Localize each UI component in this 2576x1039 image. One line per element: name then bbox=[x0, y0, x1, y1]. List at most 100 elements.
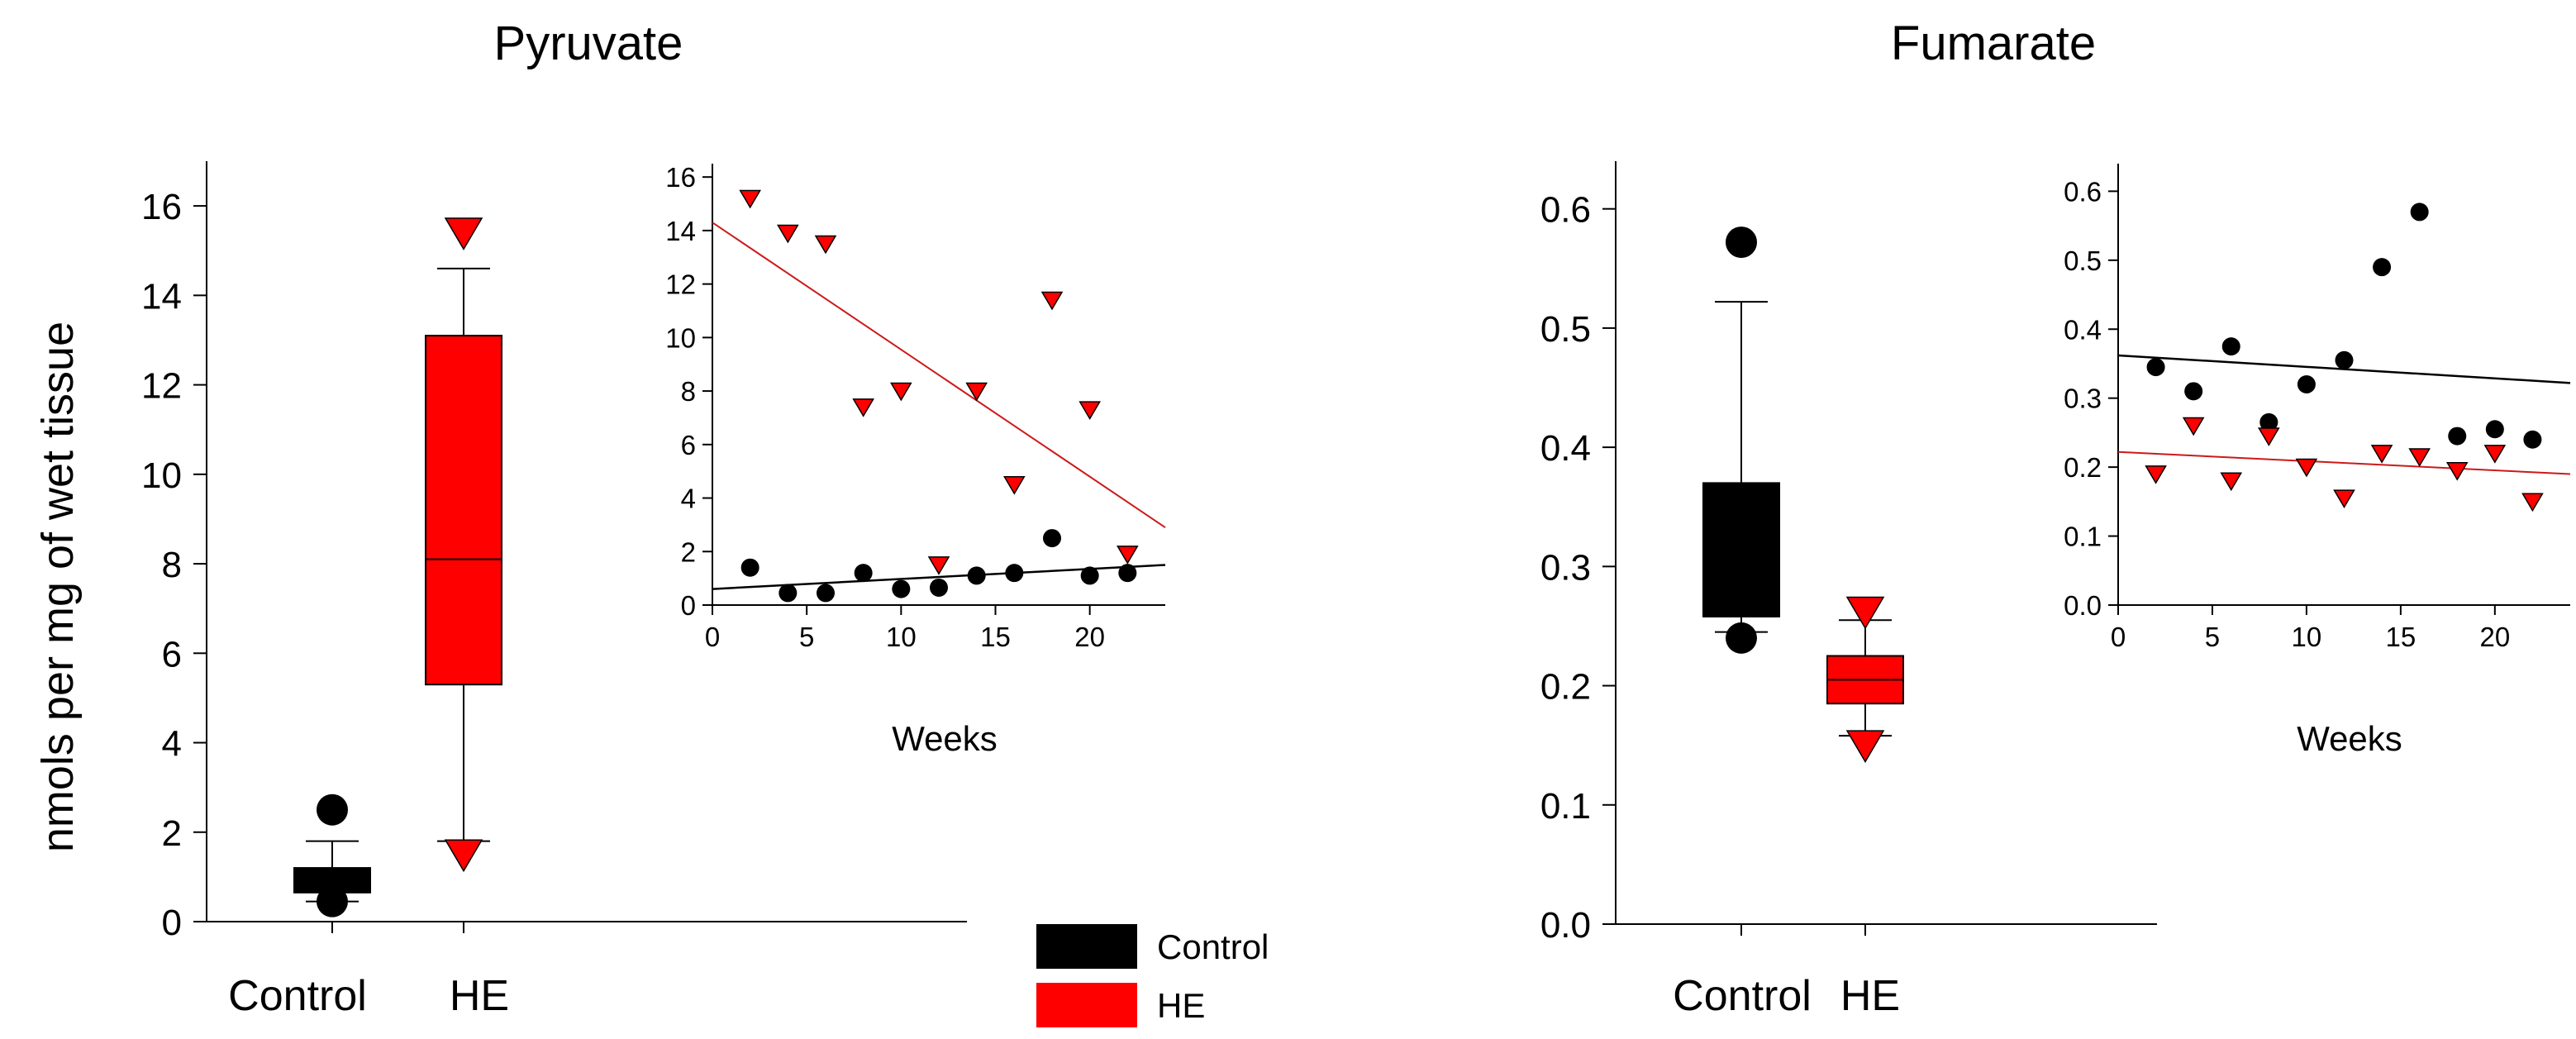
fumarate-inset-scatter: Weeks 0.0 0.1 0.2 0.3 0.4 0.5 0.6 0 5 10 15 20 bbox=[2064, 164, 2571, 758]
x-tick-label: 15 bbox=[980, 622, 1011, 652]
point-he bbox=[1040, 291, 1064, 311]
point-control bbox=[2221, 337, 2240, 356]
y-tick-label: 16 bbox=[665, 162, 696, 193]
y-tick-label: 12 bbox=[665, 269, 696, 300]
point-control bbox=[2485, 420, 2504, 439]
y-tick-label: 4 bbox=[162, 724, 182, 765]
y-tick-label: 2 bbox=[681, 536, 696, 567]
y-tick-label: 14 bbox=[665, 216, 696, 246]
y-tick-label: 6 bbox=[681, 430, 696, 460]
y-tick-label: 12 bbox=[141, 366, 182, 407]
fumarate-boxplot: Control HE 0.0 0.1 0.2 0.3 0.4 0.5 0.6 bbox=[1540, 161, 2157, 1020]
point-he bbox=[2295, 458, 2318, 478]
y-tick-label: 0.4 bbox=[2064, 314, 2102, 345]
pyruvate-boxplot: Control HE 0 2 4 6 8 10 12 14 16 bbox=[141, 161, 967, 1020]
category-label-he: HE bbox=[450, 972, 509, 1020]
point-he bbox=[2483, 445, 2507, 464]
point-he bbox=[2521, 493, 2544, 512]
y-tick-label: 0.2 bbox=[1540, 667, 1591, 708]
point-he bbox=[814, 235, 837, 255]
y-axis-label: nmols per mg of wet tissue bbox=[33, 322, 83, 852]
point-control bbox=[967, 566, 986, 585]
point-he bbox=[965, 382, 988, 402]
y-tick-label: 0.5 bbox=[2064, 245, 2102, 276]
point-control bbox=[854, 564, 873, 583]
point-control bbox=[2146, 358, 2165, 377]
point-he bbox=[739, 189, 761, 209]
x-tick-label: 0 bbox=[2111, 622, 2126, 652]
y-tick-label: 0.3 bbox=[1540, 547, 1591, 588]
x-tick-label: 0 bbox=[705, 622, 720, 652]
point-control bbox=[2297, 375, 2316, 393]
title-fumarate: Fumarate bbox=[1891, 17, 2096, 70]
y-tick-label: 0.5 bbox=[1540, 309, 1591, 350]
y-tick-label: 16 bbox=[141, 187, 182, 227]
outlier-he bbox=[444, 217, 483, 250]
point-control bbox=[2523, 430, 2542, 449]
x-tick-label: 20 bbox=[2479, 622, 2510, 652]
x-tick-label: 5 bbox=[2205, 622, 2220, 652]
x-tick-label: 20 bbox=[1074, 622, 1105, 652]
x-tick-label: 15 bbox=[2386, 622, 2416, 652]
point-control bbox=[2259, 412, 2278, 431]
point-control bbox=[779, 584, 798, 603]
box-he bbox=[425, 335, 502, 686]
point-he bbox=[1078, 401, 1101, 421]
outlier-he bbox=[1845, 596, 1885, 630]
y-tick-label: 4 bbox=[681, 484, 696, 514]
y-tick-label: 0.2 bbox=[2064, 452, 2102, 483]
point-he bbox=[890, 382, 912, 402]
outlier-he bbox=[444, 839, 483, 873]
x-tick-label: 10 bbox=[886, 622, 917, 652]
category-label-control: Control bbox=[228, 972, 367, 1020]
point-control bbox=[930, 578, 948, 597]
y-tick-label: 8 bbox=[681, 376, 696, 407]
point-control bbox=[2448, 427, 2467, 446]
y-tick-label: 14 bbox=[141, 276, 182, 317]
category-label-he: HE bbox=[1840, 972, 1900, 1020]
category-label-control: Control bbox=[1673, 972, 1812, 1020]
point-control bbox=[1080, 566, 1099, 585]
point-he bbox=[2333, 489, 2355, 508]
point-control bbox=[2184, 382, 2203, 401]
point-control bbox=[1043, 529, 1061, 548]
point-control bbox=[740, 558, 759, 577]
y-tick-label: 0.1 bbox=[2064, 522, 2102, 552]
point-he bbox=[2445, 461, 2469, 481]
outlier-control bbox=[1726, 226, 1757, 259]
pyruvate-inset-scatter: Weeks 0 2 4 6 8 10 12 14 16 0 5 10 15 20 bbox=[665, 162, 1166, 758]
y-tick-label: 10 bbox=[141, 455, 182, 496]
y-tick-label: 0.4 bbox=[1540, 428, 1591, 469]
outlier-control bbox=[1726, 622, 1757, 654]
y-tick-label: 8 bbox=[162, 545, 182, 585]
point-he bbox=[1003, 476, 1026, 495]
outlier-control bbox=[317, 885, 348, 917]
point-he bbox=[2408, 448, 2431, 467]
outlier-control bbox=[317, 794, 348, 826]
fit-line-he bbox=[712, 222, 1166, 528]
point-he bbox=[852, 398, 874, 417]
y-tick-label: 0.6 bbox=[2064, 176, 2102, 207]
y-tick-label: 10 bbox=[665, 322, 696, 353]
y-tick-label: 0 bbox=[681, 590, 696, 621]
point-he bbox=[2220, 472, 2243, 492]
legend-swatch-he bbox=[1036, 983, 1137, 1027]
y-tick-label: 0.1 bbox=[1540, 786, 1591, 827]
inset-x-label: Weeks bbox=[892, 719, 998, 758]
y-tick-label: 2 bbox=[162, 813, 182, 854]
legend: Control HE bbox=[1036, 924, 1269, 1027]
y-tick-label: 6 bbox=[162, 634, 182, 674]
y-tick-label: 0 bbox=[162, 903, 182, 943]
legend-label-control: Control bbox=[1157, 927, 1269, 966]
point-control bbox=[1118, 564, 1137, 583]
y-tick-label: 0.0 bbox=[1540, 905, 1591, 946]
point-he bbox=[2370, 445, 2393, 464]
point-control bbox=[817, 584, 835, 603]
point-he bbox=[2145, 465, 2167, 484]
point-control bbox=[2373, 258, 2392, 277]
point-control bbox=[892, 579, 911, 598]
point-he bbox=[777, 224, 799, 244]
title-pyruvate: Pyruvate bbox=[494, 17, 683, 70]
x-tick-label: 5 bbox=[799, 622, 814, 652]
